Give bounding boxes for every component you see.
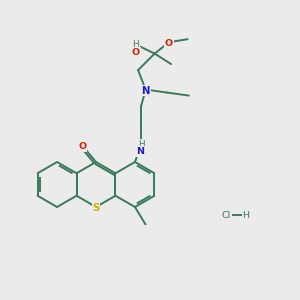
Text: N: N <box>141 85 150 96</box>
Text: H: H <box>138 140 144 149</box>
Text: S: S <box>92 203 100 213</box>
Text: O: O <box>165 39 173 48</box>
Text: H: H <box>242 211 250 220</box>
Text: N: N <box>136 147 145 156</box>
Text: O: O <box>78 142 86 151</box>
Text: Cl: Cl <box>222 211 231 220</box>
Text: H: H <box>132 40 139 49</box>
Text: O: O <box>132 48 140 57</box>
